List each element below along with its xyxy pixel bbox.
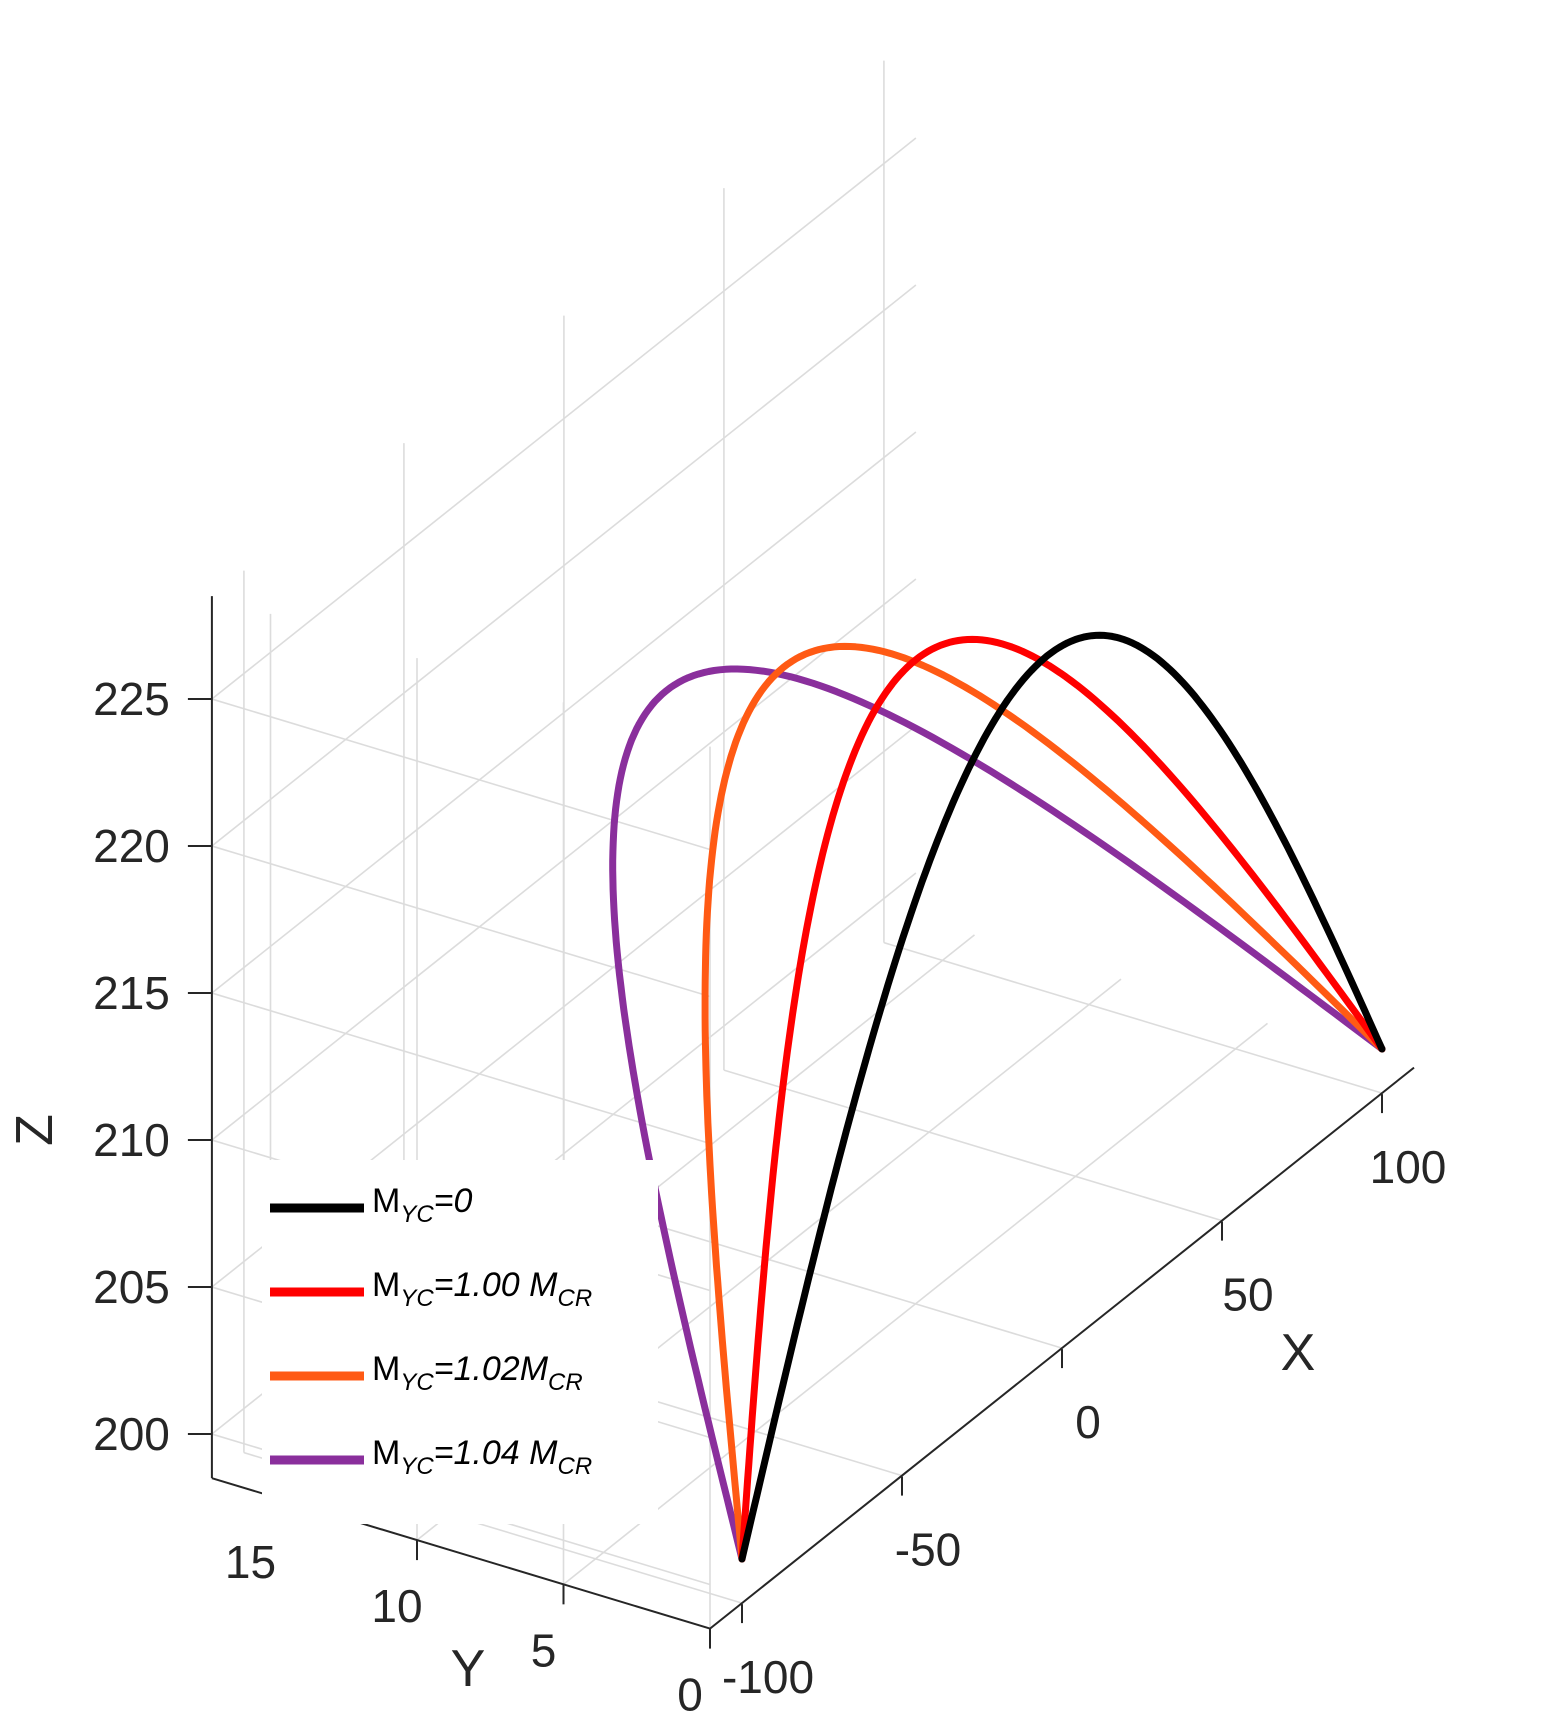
y-tick-label: 0 <box>677 1669 703 1717</box>
grid-line <box>211 698 711 851</box>
legend-entry: MYC=1.02MCR <box>270 1350 583 1396</box>
y-axis-title: Y <box>451 1640 486 1698</box>
grid-line <box>563 1022 1268 1585</box>
grid-line <box>211 845 711 998</box>
legend-label: MYC=1.00 MCR <box>372 1266 592 1312</box>
grid-line <box>723 1069 1223 1222</box>
legend-entry: MYC=0 <box>270 1182 473 1228</box>
z-tick-label: 215 <box>93 967 170 1019</box>
z-tick-label: 200 <box>93 1408 170 1460</box>
x-tick-label: -100 <box>722 1651 814 1703</box>
x-tick-label: 0 <box>1075 1396 1101 1448</box>
legend: MYC=0 MYC=1.00 MCR MYC=1.02MCR MYC=1.04 … <box>262 1160 658 1524</box>
z-tick-label: 225 <box>93 673 170 725</box>
grid-line <box>883 941 1383 1094</box>
ticks: -100 -50 0 50 100 0 5 10 15 200 205 210 215 220 225 <box>93 673 1446 1717</box>
legend-entry: MYC=1.00 MCR <box>270 1266 592 1312</box>
x-tick-label: -50 <box>895 1524 961 1576</box>
y-tick-label: 10 <box>371 1580 422 1632</box>
grid-line <box>211 992 711 1145</box>
z-tick-label: 220 <box>93 820 170 872</box>
z-tick-label: 205 <box>93 1261 170 1313</box>
y-tick-label: 5 <box>531 1624 557 1676</box>
z-axis-title: Z <box>6 1114 64 1146</box>
x-axis-line <box>709 1066 1415 1630</box>
legend-label: MYC=1.02MCR <box>372 1350 583 1396</box>
legend-entry: MYC=1.04 MCR <box>270 1434 592 1480</box>
series-line <box>738 635 1386 1563</box>
z-tick-label: 210 <box>93 1114 170 1166</box>
legend-label: MYC=1.04 MCR <box>372 1434 592 1480</box>
x-tick-label: 50 <box>1222 1269 1273 1321</box>
x-axis-title: X <box>1281 1324 1316 1382</box>
grid-line <box>211 137 917 700</box>
series-line <box>701 642 1386 1563</box>
legend-label: MYC=0 <box>372 1182 473 1228</box>
series-line <box>738 631 1386 1563</box>
y-tick-label: 15 <box>225 1536 276 1588</box>
grid-line <box>211 284 917 847</box>
x-tick-label: 100 <box>1370 1141 1447 1193</box>
